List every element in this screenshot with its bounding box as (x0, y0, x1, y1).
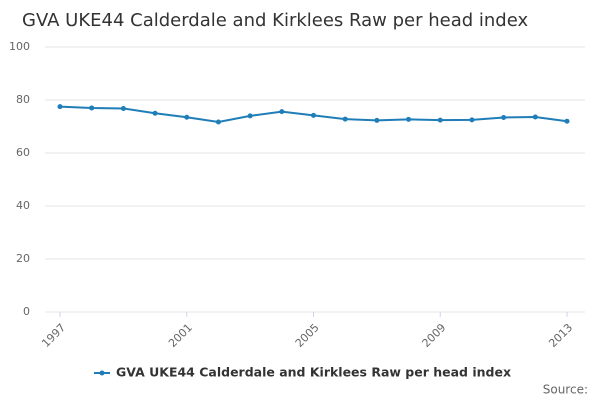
y-tick-label: 20 (16, 252, 30, 265)
point (57, 104, 63, 110)
point (501, 114, 507, 120)
point (120, 105, 126, 111)
point (184, 114, 190, 120)
point (247, 113, 253, 119)
x-tick-label: 1997 (39, 321, 68, 350)
point (279, 109, 285, 115)
y-tick-label: 0 (23, 305, 30, 318)
point (89, 105, 95, 111)
legend-marker (99, 370, 105, 376)
point (374, 117, 380, 123)
point (342, 116, 348, 122)
chart-title: GVA UKE44 Calderdale and Kirklees Raw pe… (22, 10, 528, 31)
point (532, 114, 538, 120)
y-tick-label: 80 (16, 93, 30, 106)
legend-label: GVA UKE44 Calderdale and Kirklees Raw pe… (116, 365, 511, 380)
point (311, 112, 316, 118)
y-tick-label: 60 (16, 146, 30, 159)
y-tick-label: 100 (9, 40, 30, 53)
y-tick-label: 40 (16, 199, 30, 212)
x-tick-label: 2013 (546, 321, 575, 350)
x-tick-label: 2009 (420, 321, 449, 350)
point (469, 117, 475, 123)
point (564, 118, 570, 124)
point (406, 116, 412, 122)
x-tick-label: 2001 (166, 321, 195, 350)
point (215, 119, 221, 125)
source-note: Source: (543, 383, 588, 397)
point (152, 110, 158, 116)
x-tick-label: 2005 (293, 321, 322, 350)
point (437, 117, 443, 123)
